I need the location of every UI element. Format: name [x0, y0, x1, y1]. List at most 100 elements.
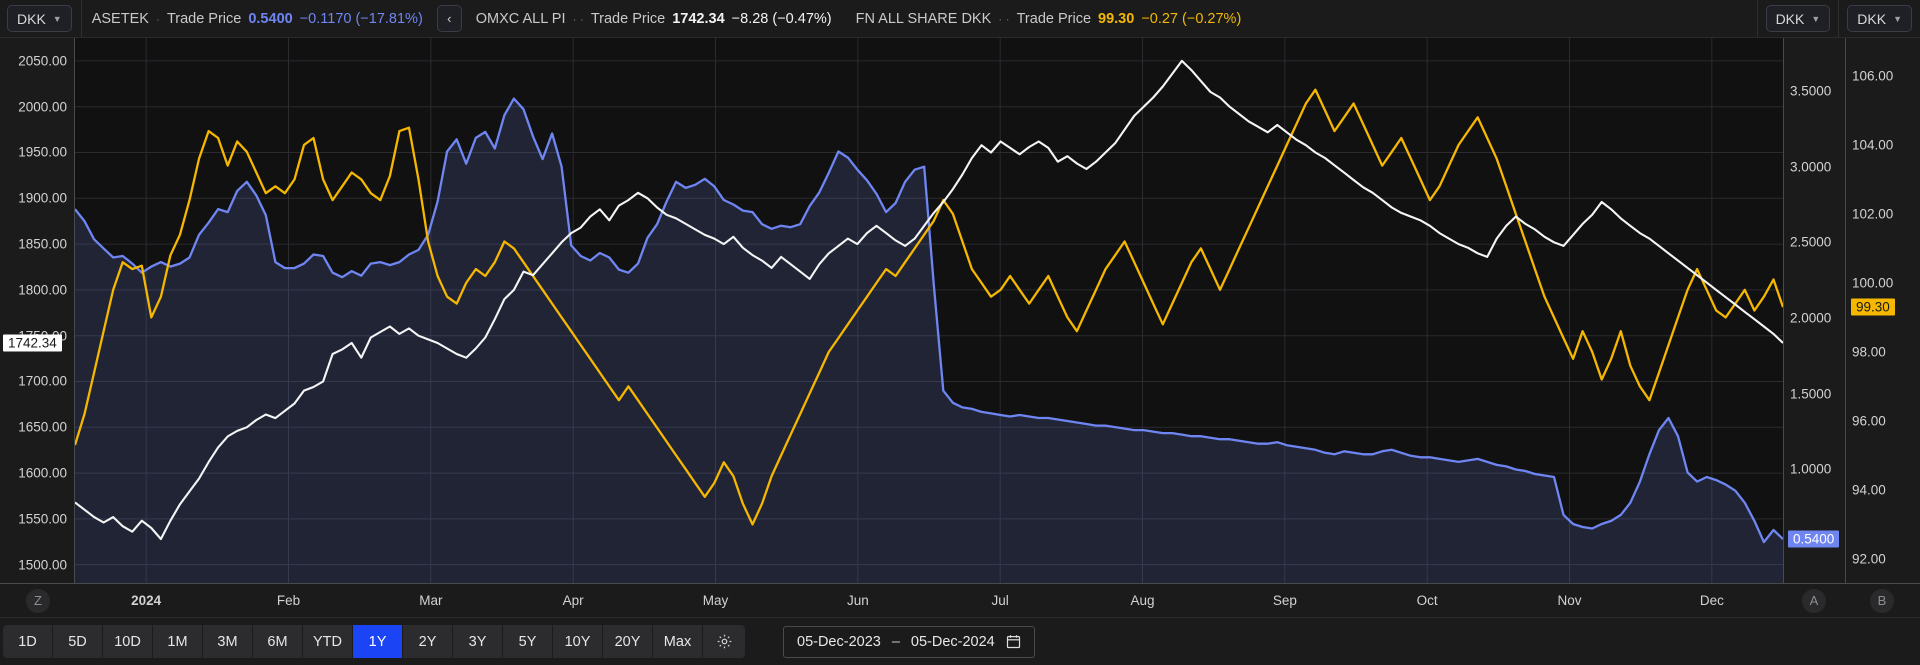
range-button-5d[interactable]: 5D — [53, 625, 103, 658]
bottom-toolbar: 1D 5D 10D 1M 3M 6M YTD 1Y 2Y 3Y 5Y 10Y 20Y Max 05-Dec… — [0, 617, 1920, 665]
y-axis-left-tick: 1900.00 — [18, 190, 67, 206]
quote-asetek-price: 0.5400 — [248, 10, 293, 27]
x-axis-tick-label: Jul — [991, 593, 1009, 608]
currency-selector-right-inner[interactable]: DKK ▼ — [1765, 5, 1831, 32]
range-button-3m[interactable]: 3M — [203, 625, 253, 658]
chart-plot-area[interactable]: 2050.00 2000.00 1950.00 1900.00 1850.00 1800.… — [0, 38, 1920, 583]
date-range-to[interactable]: 05-Dec-2024 — [910, 633, 995, 650]
x-axis-tick-label: Oct — [1416, 593, 1438, 608]
y-axis-left-tick: 1950.00 — [18, 144, 67, 160]
range-button-max[interactable]: Max — [653, 625, 703, 658]
quote-fn-price: 99.30 — [1098, 10, 1135, 27]
y-axis-right-fn[interactable]: 106.00 104.00 102.00 100.00 98.00 96.00 94.00 9… — [1845, 38, 1920, 583]
y-axis-left-tick: 1500.00 — [18, 557, 67, 573]
x-axis-tick-label: Sep — [1272, 593, 1297, 608]
quote-omxc-field-label: Trade Price — [590, 10, 666, 27]
y-axis-right-inner-tick: 1.5000 — [1790, 386, 1832, 402]
y-axis-right-outer-tick: 96.00 — [1852, 413, 1886, 429]
quote-omxc-name: OMXC ALL PI — [475, 10, 566, 27]
y-axis-left-tick: 1700.00 — [18, 373, 67, 389]
y-axis-left-tick: 2050.00 — [18, 53, 67, 69]
quote-asetek-separator: · — [155, 11, 160, 26]
x-axis[interactable]: Z A B 2024 Feb Mar Apr May Jun Jul Aug Sep Oct Nov… — [0, 583, 1920, 617]
quote-asetek-name: ASETEK — [91, 10, 149, 27]
chart-series-svg — [75, 38, 1783, 583]
x-axis-tick-label: Jun — [846, 593, 869, 608]
axis-b-button[interactable]: B — [1870, 589, 1894, 613]
currency-selector-right-outer-label: DKK — [1857, 10, 1887, 27]
range-button-5y[interactable]: 5Y — [503, 625, 553, 658]
currency-selector-right-inner-label: DKK — [1775, 10, 1805, 27]
range-button-ytd[interactable]: YTD — [303, 625, 353, 658]
y-axis-right-outer-current-price-tag: 99.30 — [1851, 298, 1895, 316]
quote-fn-all-share-dkk[interactable]: FN ALL SHARE DKK · · Trade Price 99.30 −… — [856, 11, 1242, 27]
quote-omxc-separator: · · — [572, 11, 584, 26]
range-button-1m[interactable]: 1M — [153, 625, 203, 658]
quote-fn-change: −0.27 (−0.27%) — [1141, 10, 1242, 27]
axis-a-button[interactable]: A — [1802, 589, 1826, 613]
currency-selector-left[interactable]: DKK ▼ — [7, 5, 72, 32]
x-axis-tick-label: Apr — [562, 593, 584, 608]
series-area-asetek — [75, 98, 1783, 583]
currency-selector-right-outer[interactable]: DKK ▼ — [1847, 5, 1912, 32]
quote-asetek[interactable]: ASETEK · Trade Price 0.5400 −0.1170 (−17… — [92, 11, 423, 27]
y-axis-left-tick: 1800.00 — [18, 282, 67, 298]
range-button-2y[interactable]: 2Y — [403, 625, 453, 658]
y-axis-right-outer-tick: 94.00 — [1852, 482, 1886, 498]
date-range-picker[interactable]: 05-Dec-2023 – 05-Dec-2024 — [783, 625, 1035, 658]
gear-icon[interactable] — [703, 625, 745, 658]
y-axis-left-omxc[interactable]: 2050.00 2000.00 1950.00 1900.00 1850.00 1800.… — [0, 38, 75, 583]
y-axis-left-tick: 1650.00 — [18, 419, 67, 435]
header-divider-right-2 — [1838, 0, 1840, 38]
x-axis-tick-label: May — [702, 593, 729, 608]
y-axis-left-tick: 1600.00 — [18, 465, 67, 481]
quote-asetek-change: −0.1170 (−17.81%) — [299, 10, 423, 27]
range-button-10d[interactable]: 10D — [103, 625, 153, 658]
quote-fn-field-label: Trade Price — [1016, 10, 1092, 27]
y-axis-left-current-price-tag: 1742.34 — [3, 334, 62, 352]
y-axis-right-outer-tick: 92.00 — [1852, 551, 1886, 567]
quote-omxc-change: −8.28 (−0.47%) — [731, 10, 832, 27]
x-axis-tick-label: Aug — [1130, 593, 1155, 608]
time-range-button-group[interactable]: 1D 5D 10D 1M 3M 6M YTD 1Y 2Y 3Y 5Y 10Y 20Y Max — [3, 625, 745, 658]
range-button-1y[interactable]: 1Y — [353, 625, 403, 658]
chevron-down-icon: ▼ — [1893, 13, 1902, 24]
previous-instrument-button[interactable]: ‹ — [436, 5, 462, 32]
x-axis-tick-label: 2024 — [131, 593, 162, 608]
chart-canvas[interactable] — [75, 38, 1783, 583]
header-right-controls: DKK ▼ DKK ▼ — [1749, 0, 1920, 38]
range-button-20y[interactable]: 20Y — [603, 625, 653, 658]
header-divider-right-1 — [1756, 0, 1758, 38]
quote-omxc-price: 1742.34 — [672, 10, 725, 27]
y-axis-right-inner-tick: 3.0000 — [1790, 159, 1832, 175]
y-axis-right-outer-tick: 102.00 — [1852, 206, 1894, 222]
y-axis-left-tick: 1550.00 — [18, 511, 67, 527]
instrument-header-bar: DKK ▼ ASETEK · Trade Price 0.5400 −0.117… — [0, 0, 1920, 38]
y-axis-right-outer-tick: 100.00 — [1852, 275, 1894, 291]
quote-fn-separator: · · — [998, 11, 1010, 26]
header-divider — [80, 0, 82, 38]
quote-omxc-all-pi[interactable]: OMXC ALL PI · · Trade Price 1742.34 −8.2… — [476, 11, 832, 27]
range-button-6m[interactable]: 6M — [253, 625, 303, 658]
quote-asetek-field-label: Trade Price — [166, 10, 242, 27]
y-axis-right-inner-tick: 1.0000 — [1790, 461, 1832, 477]
y-axis-right-outer-tick: 98.00 — [1852, 344, 1886, 360]
quote-fn-name: FN ALL SHARE DKK — [855, 10, 992, 27]
y-axis-right-inner-tick: 2.0000 — [1790, 310, 1832, 326]
calendar-icon[interactable] — [1006, 634, 1021, 649]
x-axis-tick-label: Feb — [276, 593, 301, 608]
chevron-down-icon: ▼ — [1811, 13, 1821, 24]
date-range-separator: – — [891, 633, 900, 650]
range-button-1d[interactable]: 1D — [3, 625, 53, 658]
y-axis-right-inner-tick: 2.5000 — [1790, 234, 1832, 250]
y-axis-right-asetek[interactable]: 3.5000 3.0000 2.5000 2.0000 1.5000 1.0000 0.54… — [1783, 38, 1845, 583]
zoom-reset-button[interactable]: Z — [26, 589, 50, 613]
date-range-from[interactable]: 05-Dec-2023 — [797, 633, 881, 650]
chevron-down-icon: ▼ — [52, 13, 62, 24]
range-button-3y[interactable]: 3Y — [453, 625, 503, 658]
range-button-10y[interactable]: 10Y — [553, 625, 603, 658]
y-axis-right-outer-tick: 104.00 — [1852, 137, 1894, 153]
y-axis-left-tick: 2000.00 — [18, 99, 67, 115]
y-axis-left-tick: 1850.00 — [18, 236, 67, 252]
